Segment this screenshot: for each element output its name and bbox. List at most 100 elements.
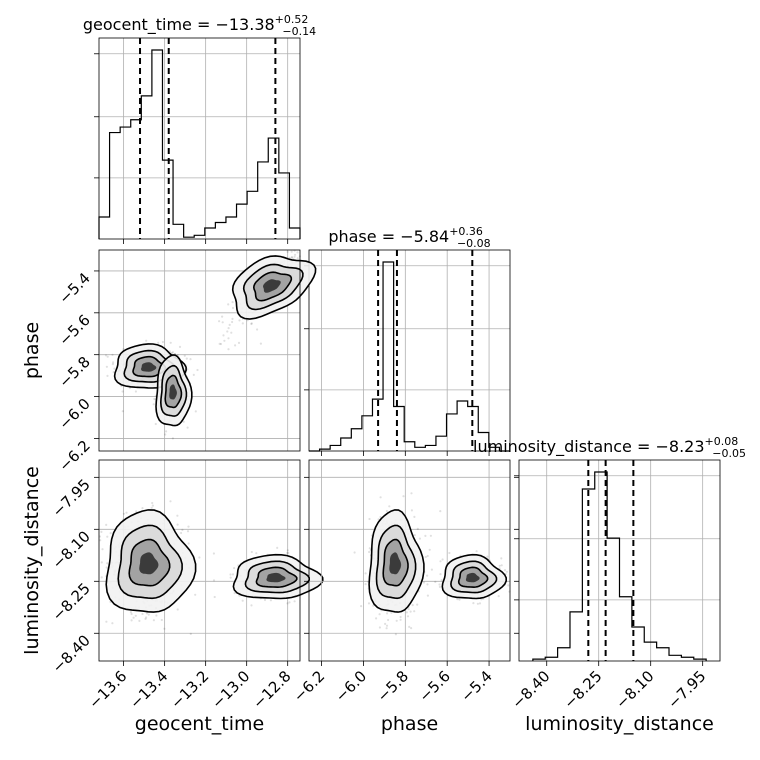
sample-point [428, 548, 431, 551]
xtick-label-geocent-time: −13.4 [126, 667, 171, 712]
sample-point [241, 599, 244, 602]
xtick-label-phase: −5.6 [416, 667, 454, 705]
sample-point [472, 602, 475, 605]
sample-point [286, 549, 289, 552]
sample-point [255, 552, 258, 555]
xtick-label-phase: −5.4 [457, 667, 495, 705]
sample-point [187, 525, 190, 528]
sample-point [237, 341, 241, 344]
sample-point [170, 351, 173, 355]
sample-point [227, 327, 230, 330]
ytick-label-phase: −5.6 [55, 311, 93, 349]
sample-point [185, 357, 188, 360]
sample-point [105, 620, 108, 623]
sample-point [375, 617, 378, 620]
panel-geocent-time-vs-luminosity-distance-frame [98, 459, 301, 662]
sample-point [221, 321, 224, 324]
sample-point [144, 617, 147, 621]
sample-point [276, 546, 279, 550]
sample-point [476, 602, 479, 605]
sample-point [99, 539, 102, 542]
sample-point [388, 505, 391, 508]
xaxis-label-phase: phase [381, 713, 438, 735]
ytick-label-phase: −6.0 [55, 395, 93, 433]
sample-point [112, 361, 115, 364]
sample-point [231, 317, 234, 320]
sample-point [364, 583, 367, 586]
sample-point [440, 579, 443, 582]
yaxis-label-luminosity-distance: luminosity_distance [21, 466, 43, 655]
xtick-label-phase: −6.2 [290, 667, 328, 705]
sample-point [145, 339, 148, 342]
sample-point [386, 612, 389, 615]
sample-point [296, 257, 299, 260]
sample-point [296, 251, 299, 254]
sample-point [150, 506, 153, 509]
sample-point [229, 576, 232, 579]
sample-point [422, 581, 426, 584]
hist-luminosity-distance-steps [532, 471, 707, 661]
sample-point [180, 531, 183, 535]
sample-point [413, 610, 416, 613]
sample-point [368, 547, 371, 550]
sample-point [106, 355, 109, 358]
sample-point [429, 534, 432, 537]
sample-point [438, 583, 441, 586]
sample-point [409, 610, 412, 613]
sample-point [368, 517, 371, 521]
sample-point [486, 555, 489, 558]
sample-point [104, 354, 108, 357]
xtick-label-luminosity-distance: −8.40 [508, 667, 553, 712]
sample-point [186, 530, 190, 533]
sample-point [186, 426, 189, 429]
sample-point [105, 523, 108, 527]
sample-point [223, 339, 226, 342]
sample-point [291, 256, 294, 259]
sample-point [218, 320, 221, 323]
sample-point [364, 572, 367, 575]
sample-point [290, 256, 293, 259]
sample-point [219, 342, 223, 346]
sample-point [269, 599, 272, 602]
sample-point [121, 390, 124, 393]
sample-point [165, 430, 168, 433]
sample-point [456, 598, 459, 601]
sample-point [353, 551, 356, 554]
sample-point [169, 500, 172, 503]
sample-point [250, 550, 253, 554]
sample-point [263, 598, 267, 602]
sample-point [498, 567, 501, 570]
sample-point [413, 515, 416, 519]
sample-point [194, 593, 197, 596]
sample-point [189, 632, 192, 636]
sample-point [168, 350, 171, 353]
sample-point [384, 622, 387, 626]
hist-phase-title-lower: −0.08 [457, 237, 491, 250]
sample-point [438, 585, 441, 589]
sample-point [250, 604, 253, 607]
sample-point [134, 614, 137, 617]
sample-point [213, 595, 216, 599]
sample-point [416, 527, 419, 531]
sample-point [130, 612, 133, 616]
panel-geocent-time-vs-phase-frame [98, 249, 301, 452]
sample-point [141, 507, 144, 510]
sample-point [293, 600, 296, 603]
sample-point [218, 342, 221, 345]
sample-point [147, 613, 150, 616]
sample-point [233, 592, 236, 595]
sample-point [228, 323, 231, 326]
sample-point [105, 566, 108, 569]
sample-point [407, 608, 410, 611]
panel-geocent-time-vs-luminosity-distance-contour [266, 572, 286, 583]
sample-point [132, 616, 135, 619]
panel-geocent-time-vs-luminosity-distance-contour [139, 552, 159, 575]
sample-point [100, 561, 103, 564]
sample-point [212, 552, 215, 555]
sample-point [161, 340, 164, 344]
sample-point [106, 374, 109, 377]
sample-point [176, 608, 179, 611]
ytick-label-luminosity-distance: −8.25 [49, 579, 94, 624]
sample-point [234, 344, 237, 347]
xtick-label-phase: −5.8 [374, 667, 412, 705]
